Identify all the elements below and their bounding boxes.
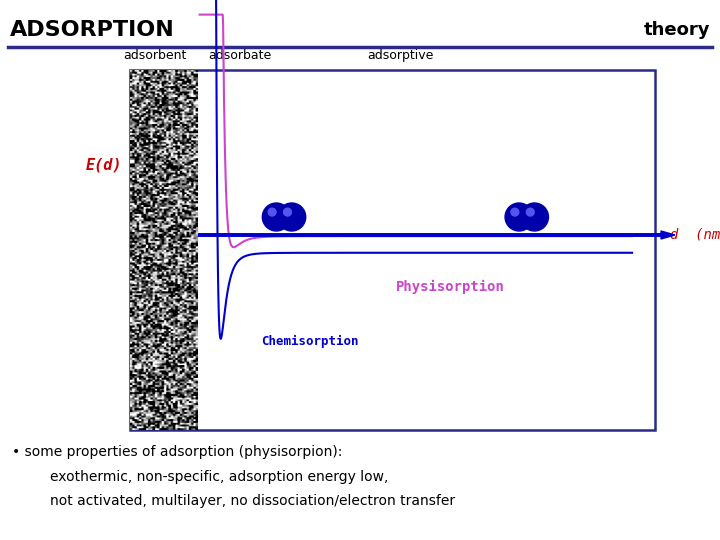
Circle shape [521,203,549,231]
Text: adsorbent: adsorbent [123,49,186,62]
Circle shape [276,208,292,225]
Text: adsorptive: adsorptive [366,49,433,62]
Circle shape [505,203,533,231]
Text: ADSORPTION: ADSORPTION [10,20,175,40]
Text: • some properties of adsorption (physisorpion):: • some properties of adsorption (physiso… [12,445,343,459]
Text: theory: theory [644,21,710,39]
Text: adsorbate: adsorbate [208,49,271,62]
Circle shape [526,208,534,216]
Text: Chemisorption: Chemisorption [261,335,359,348]
Text: Physisorption: Physisorption [395,280,505,294]
Text: d  (nm): d (nm) [670,228,720,242]
Circle shape [262,203,290,231]
Circle shape [278,203,306,231]
Circle shape [511,208,519,216]
Circle shape [518,208,535,225]
Text: not activated, multilayer, no dissociation/electron transfer: not activated, multilayer, no dissociati… [50,494,455,508]
FancyArrow shape [197,231,675,239]
Bar [130,70,655,430]
Text: E(d): E(d) [86,158,122,172]
Text: exothermic, non-specific, adsorption energy low,: exothermic, non-specific, adsorption ene… [50,470,388,484]
Circle shape [268,208,276,216]
Circle shape [284,208,292,216]
